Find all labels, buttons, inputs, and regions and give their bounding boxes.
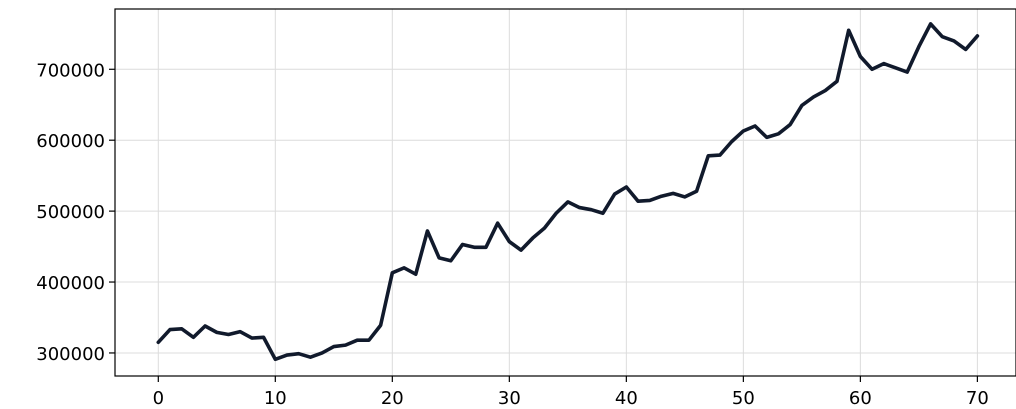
y-axis-ticks: 300000 400000 500000 600000 700000	[36, 60, 115, 365]
y-tick-label: 400000	[36, 273, 105, 294]
x-axis-ticks: 0 10 20 30 40 50 60 70	[153, 376, 989, 409]
series-line	[156, 22, 980, 362]
y-tick-label: 300000	[36, 344, 105, 365]
y-tick-label: 600000	[36, 131, 105, 152]
y-tick-label: 700000	[36, 60, 105, 81]
grid-lines	[115, 9, 1016, 376]
x-tick-label: 0	[153, 388, 164, 409]
y-tick-label: 500000	[36, 202, 105, 223]
x-tick-label: 10	[264, 388, 287, 409]
x-tick-label: 60	[849, 388, 872, 409]
x-tick-label: 30	[498, 388, 521, 409]
x-tick-label: 50	[732, 388, 755, 409]
series-lines	[156, 22, 980, 362]
axes-frame	[114, 8, 1016, 377]
x-tick-label: 70	[966, 388, 989, 409]
x-tick-label: 40	[615, 388, 638, 409]
x-tick-label: 20	[381, 388, 404, 409]
